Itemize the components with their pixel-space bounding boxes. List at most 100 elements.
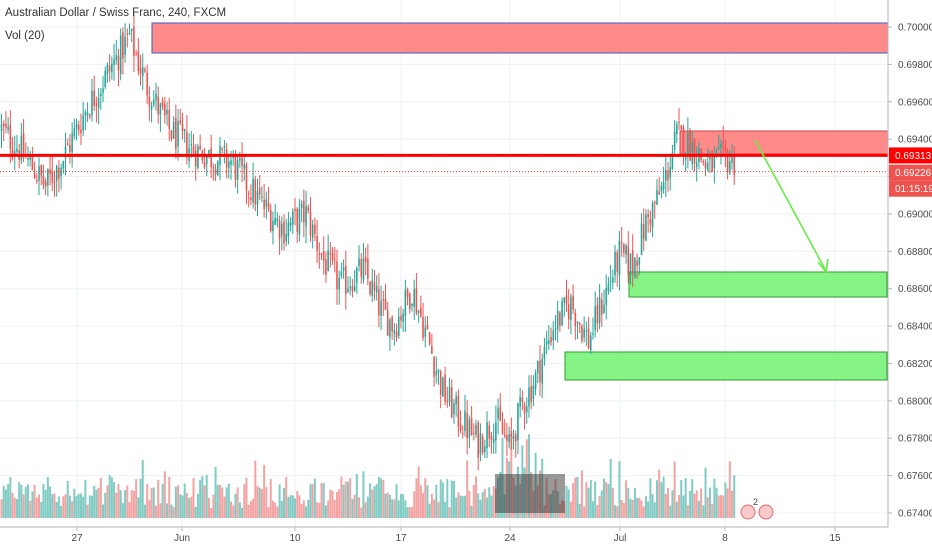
candle-body [223, 146, 226, 148]
candle-body [320, 253, 323, 255]
volume-bar [711, 503, 714, 518]
candle-body [199, 145, 201, 150]
volume-bar [373, 486, 376, 518]
volume-bar [695, 490, 698, 518]
candle-body [150, 105, 153, 110]
candle-body [492, 438, 495, 443]
volume-bar [607, 483, 610, 518]
candle-body [695, 162, 698, 167]
candle-body [272, 221, 274, 232]
price-tick-label: 0.69800 [898, 60, 932, 71]
candle-body [126, 33, 129, 35]
candle-body [689, 130, 691, 161]
volume-bar [680, 479, 683, 518]
volume-bar [611, 487, 614, 518]
candle-body [146, 72, 148, 96]
candle-body [691, 142, 694, 165]
candle-body [258, 187, 261, 195]
candle-body [58, 167, 60, 179]
volume-bar [93, 485, 96, 518]
volume-bar [397, 500, 400, 518]
volume-bar [406, 507, 409, 518]
volume-bar [203, 485, 206, 518]
volume-bar [62, 496, 65, 518]
candle-body [183, 129, 186, 132]
candle-body [711, 152, 713, 172]
volume-bar [600, 490, 603, 518]
volume-bar [733, 475, 736, 518]
price-tick-label: 0.67800 [898, 434, 932, 445]
candle-body [73, 128, 76, 137]
candle-body [100, 93, 102, 97]
time-axis[interactable]: 27 Jun 10 17 24 Jul 8 15 [0, 526, 888, 550]
volume-bar [188, 498, 191, 518]
price-tick-label: 0.69600 [898, 97, 932, 108]
candle-body [470, 417, 473, 436]
volume-bar [271, 500, 274, 518]
volume-bar [430, 493, 433, 518]
volume-bar [216, 484, 219, 518]
volume-bar [245, 477, 248, 518]
candle-body [389, 319, 391, 338]
volume-bar [11, 492, 14, 518]
candle-body [106, 64, 109, 75]
volume-bar [102, 504, 105, 518]
volume-bar [640, 500, 643, 518]
candle-body [82, 115, 84, 131]
candle-body [247, 193, 250, 195]
candle-body [495, 422, 497, 441]
candle-body [596, 304, 599, 324]
volume-bar [294, 498, 297, 518]
candle-body [605, 288, 608, 305]
candle-body [587, 328, 590, 349]
candle-body [296, 208, 299, 232]
candle-body [31, 154, 34, 170]
time-axis-bg [0, 527, 888, 550]
candle-body [424, 327, 427, 337]
last-price-tag-bg [889, 164, 932, 181]
candle-body [362, 258, 365, 280]
candle-body [640, 223, 643, 256]
volume-bar [355, 474, 358, 518]
candle-body [682, 127, 685, 156]
volume-bar [433, 499, 436, 518]
price-axis[interactable]: 0.700000.698000.696000.694000.692000.690… [887, 0, 932, 550]
volume-bar [708, 487, 711, 518]
candle-body [371, 280, 374, 296]
volume-bar [318, 503, 321, 518]
volume-bar [375, 484, 378, 518]
candle-body [309, 212, 312, 236]
candle-body [340, 271, 343, 276]
volume-bar [353, 494, 356, 518]
volume-bar [254, 460, 257, 518]
candle-body [426, 324, 429, 330]
event-marker-count: 2 [753, 497, 758, 507]
volume-bar [450, 480, 453, 518]
volume-bar [446, 479, 449, 518]
volume-bar [302, 500, 305, 518]
volume-bar [490, 495, 493, 518]
candle-body [541, 359, 544, 384]
volume-bar [218, 484, 221, 518]
volume-bar [139, 478, 142, 518]
volume-bar [296, 491, 299, 518]
volume-bar [115, 492, 118, 518]
volume-bar [143, 504, 146, 518]
time-tick-label: 24 [504, 533, 516, 544]
level-price-tag-bg [889, 147, 932, 164]
price-tick-label: 0.69000 [898, 209, 932, 220]
volume-bar [715, 487, 718, 518]
volume-bar [15, 499, 18, 518]
candle-body [124, 36, 126, 55]
candle-body [598, 297, 601, 324]
volume-bar [371, 489, 374, 518]
volume-bar [278, 484, 281, 518]
volume-bar [263, 464, 266, 518]
candle-body [669, 167, 672, 178]
price-tick-label: 0.68200 [898, 359, 932, 370]
event-marker-icon [758, 504, 774, 520]
volume-bar [40, 501, 43, 518]
candle-body [552, 330, 555, 341]
volume-bar [42, 483, 45, 518]
